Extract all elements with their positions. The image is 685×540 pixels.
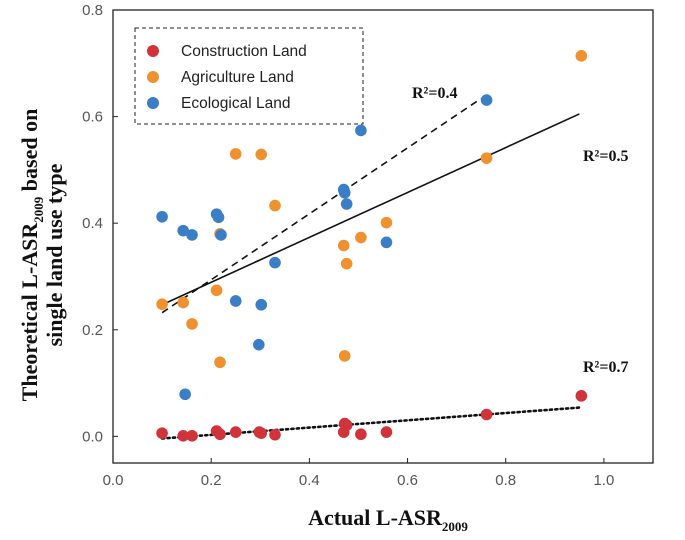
point-construction-land — [214, 428, 226, 441]
point-agriculture-land — [575, 50, 588, 62]
point-ecological-land — [156, 210, 168, 223]
y-axis-title-line2: single land use type — [42, 163, 67, 346]
ticks-layer: 0.0 0.2 0.4 0.6 0.8 1.0 0.0 0.2 0.4 0.6 0.8 — [82, 2, 614, 489]
legend: Construction Land Agriculture Land Ecolo… — [134, 27, 364, 125]
x-tick-label: 0.6 — [397, 472, 418, 489]
y-tick-label: 0.0 — [82, 428, 103, 445]
x-axis-title: Actual L-ASR2009 — [308, 505, 468, 534]
plot-frame — [112, 9, 654, 464]
point-construction-land — [380, 426, 393, 438]
y-tick-label: 0.2 — [82, 322, 103, 339]
point-ecological-land — [252, 338, 265, 351]
point-agriculture-land — [214, 356, 226, 369]
point-agriculture-land — [186, 318, 198, 330]
point-agriculture-land — [337, 239, 350, 252]
point-ecological-land — [380, 236, 393, 249]
point-ecological-land — [215, 229, 227, 241]
point-construction-land — [229, 426, 242, 438]
point-ecological-land — [255, 298, 268, 311]
point-agriculture-land — [269, 199, 281, 212]
point-agriculture-land — [380, 216, 393, 229]
point-construction-land — [186, 430, 198, 442]
x-tick-label: 1.0 — [593, 472, 614, 489]
point-ecological-land — [179, 388, 191, 401]
legend-marker-construction — [147, 45, 159, 57]
point-construction-land — [575, 390, 588, 402]
point-ecological-land — [269, 256, 281, 269]
y-axis-title-main: Theoretical L-ASR — [17, 222, 42, 402]
legend-label-construction: Construction Land — [181, 43, 307, 60]
fit-line-agriculture-land — [161, 113, 580, 306]
legend-label-agriculture: Agriculture Land — [181, 69, 294, 86]
x-tick-label: 0.0 — [103, 472, 124, 489]
x-tick-label: 0.4 — [299, 472, 320, 489]
r2-label-construction: R²=0.7 — [583, 359, 628, 376]
point-ecological-land — [212, 211, 225, 224]
r2-label-agriculture: R²=0.5 — [583, 148, 628, 165]
point-agriculture-land — [177, 296, 189, 309]
point-ecological-land — [229, 295, 242, 307]
legend-label-ecological: Ecological Land — [181, 95, 290, 112]
y-tick-label: 0.6 — [82, 109, 103, 126]
points-layer — [156, 50, 588, 442]
fit-lines-layer — [160, 97, 581, 440]
fit-line-ecological-land — [161, 97, 482, 314]
point-construction-land — [480, 408, 493, 421]
x-tick-label: 0.8 — [495, 472, 516, 489]
point-ecological-land — [340, 198, 353, 210]
point-ecological-land — [177, 224, 189, 237]
y-axis-title-sub: 2009 — [31, 196, 46, 223]
y-axis-title-line1: Theoretical L-ASR2009 based on — [17, 109, 46, 402]
point-construction-land — [177, 430, 189, 442]
y-tick-label: 0.8 — [82, 2, 103, 19]
legend-box — [134, 27, 364, 125]
legend-marker-agriculture — [147, 71, 159, 83]
point-ecological-land — [338, 186, 351, 199]
point-construction-land — [156, 427, 168, 439]
point-ecological-land — [186, 229, 198, 241]
r2-label-ecological: R²=0.4 — [412, 85, 457, 102]
x-tick-label: 0.2 — [201, 472, 222, 489]
point-ecological-land — [355, 124, 367, 137]
legend-marker-ecological — [147, 97, 159, 109]
point-agriculture-land — [338, 350, 351, 362]
point-agriculture-land — [340, 257, 353, 270]
point-construction-land — [355, 428, 367, 441]
point-construction-land — [255, 427, 268, 439]
point-agriculture-land — [355, 231, 367, 244]
point-construction-land — [340, 419, 353, 431]
point-agriculture-land — [210, 284, 223, 297]
point-agriculture-land — [229, 148, 242, 160]
x-axis-title-main: Actual L-ASR — [308, 505, 443, 530]
point-ecological-land — [480, 94, 493, 106]
point-agriculture-land — [480, 152, 493, 164]
y-tick-label: 0.4 — [82, 215, 103, 232]
point-agriculture-land — [156, 298, 168, 310]
x-axis-title-sub: 2009 — [442, 519, 469, 534]
y-axis-title-end: based on — [17, 109, 42, 197]
point-agriculture-land — [255, 148, 268, 161]
point-construction-land — [269, 428, 281, 441]
